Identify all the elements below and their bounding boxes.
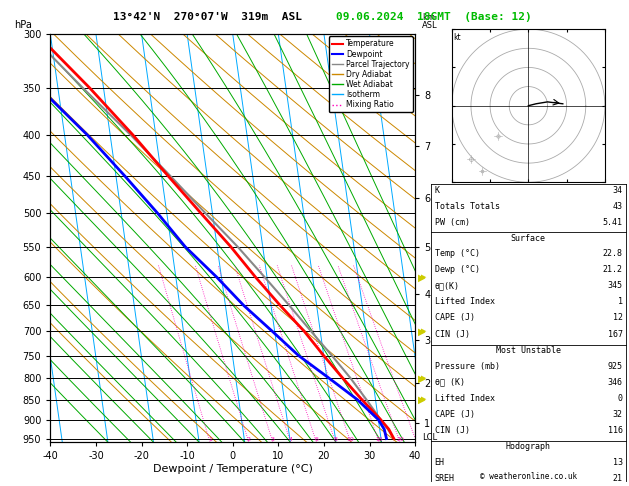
Text: Surface: Surface — [511, 234, 546, 243]
Text: ▶: ▶ — [421, 274, 427, 280]
Text: 34: 34 — [613, 186, 623, 195]
Text: PW (cm): PW (cm) — [435, 218, 470, 227]
Text: Pressure (mb): Pressure (mb) — [435, 362, 499, 371]
Text: ▶: ▶ — [418, 373, 426, 383]
Legend: Temperature, Dewpoint, Parcel Trajectory, Dry Adiabat, Wet Adiabat, Isotherm, Mi: Temperature, Dewpoint, Parcel Trajectory… — [329, 36, 413, 112]
Text: kt: kt — [454, 33, 461, 42]
Text: 0: 0 — [618, 394, 623, 403]
Text: θᴇ(K): θᴇ(K) — [435, 281, 460, 291]
Text: ▶: ▶ — [421, 375, 427, 382]
Text: 32: 32 — [613, 410, 623, 419]
Text: θᴇ (K): θᴇ (K) — [435, 378, 465, 387]
Text: ▶: ▶ — [418, 395, 426, 404]
Text: Dewp (°C): Dewp (°C) — [435, 265, 480, 275]
Text: 21.2: 21.2 — [603, 265, 623, 275]
Text: 116: 116 — [608, 426, 623, 435]
Text: 13: 13 — [613, 458, 623, 467]
Text: EH: EH — [435, 458, 445, 467]
Text: CAPE (J): CAPE (J) — [435, 313, 475, 323]
X-axis label: Dewpoint / Temperature (°C): Dewpoint / Temperature (°C) — [153, 464, 313, 474]
Text: 6: 6 — [314, 437, 318, 442]
Text: 167: 167 — [608, 330, 623, 339]
Text: K: K — [435, 186, 440, 195]
Text: hPa: hPa — [14, 20, 31, 30]
Text: 1: 1 — [208, 437, 212, 442]
Text: 21: 21 — [613, 474, 623, 483]
Text: 3: 3 — [271, 437, 275, 442]
Text: CIN (J): CIN (J) — [435, 330, 470, 339]
Text: CIN (J): CIN (J) — [435, 426, 470, 435]
Text: 43: 43 — [613, 202, 623, 211]
Text: Hodograph: Hodograph — [506, 442, 551, 451]
Text: 12: 12 — [613, 313, 623, 323]
Text: 5.41: 5.41 — [603, 218, 623, 227]
Text: ▶: ▶ — [418, 327, 426, 336]
Text: 345: 345 — [608, 281, 623, 291]
Text: Lifted Index: Lifted Index — [435, 394, 494, 403]
Text: 20: 20 — [396, 437, 404, 442]
Text: 4: 4 — [289, 437, 292, 442]
Text: 346: 346 — [608, 378, 623, 387]
Text: LCL: LCL — [423, 434, 438, 442]
Text: 1: 1 — [618, 297, 623, 307]
Text: © weatheronline.co.uk: © weatheronline.co.uk — [480, 472, 577, 481]
Text: ▶: ▶ — [421, 329, 427, 334]
Text: Lifted Index: Lifted Index — [435, 297, 494, 307]
Text: ▶: ▶ — [421, 397, 427, 402]
Text: Temp (°C): Temp (°C) — [435, 249, 480, 259]
Text: CAPE (J): CAPE (J) — [435, 410, 475, 419]
Text: km
ASL: km ASL — [423, 13, 438, 30]
Text: Most Unstable: Most Unstable — [496, 346, 561, 355]
Text: 2: 2 — [247, 437, 251, 442]
Text: 925: 925 — [608, 362, 623, 371]
Text: 22.8: 22.8 — [603, 249, 623, 259]
Text: 09.06.2024  18GMT  (Base: 12): 09.06.2024 18GMT (Base: 12) — [336, 12, 532, 22]
Text: 13°42'N  270°07'W  319m  ASL: 13°42'N 270°07'W 319m ASL — [113, 12, 302, 22]
Text: 10: 10 — [347, 437, 355, 442]
Text: 8: 8 — [333, 437, 337, 442]
Text: SREH: SREH — [435, 474, 455, 483]
Text: 15: 15 — [376, 437, 383, 442]
Text: Totals Totals: Totals Totals — [435, 202, 499, 211]
Text: ▶: ▶ — [418, 272, 426, 282]
